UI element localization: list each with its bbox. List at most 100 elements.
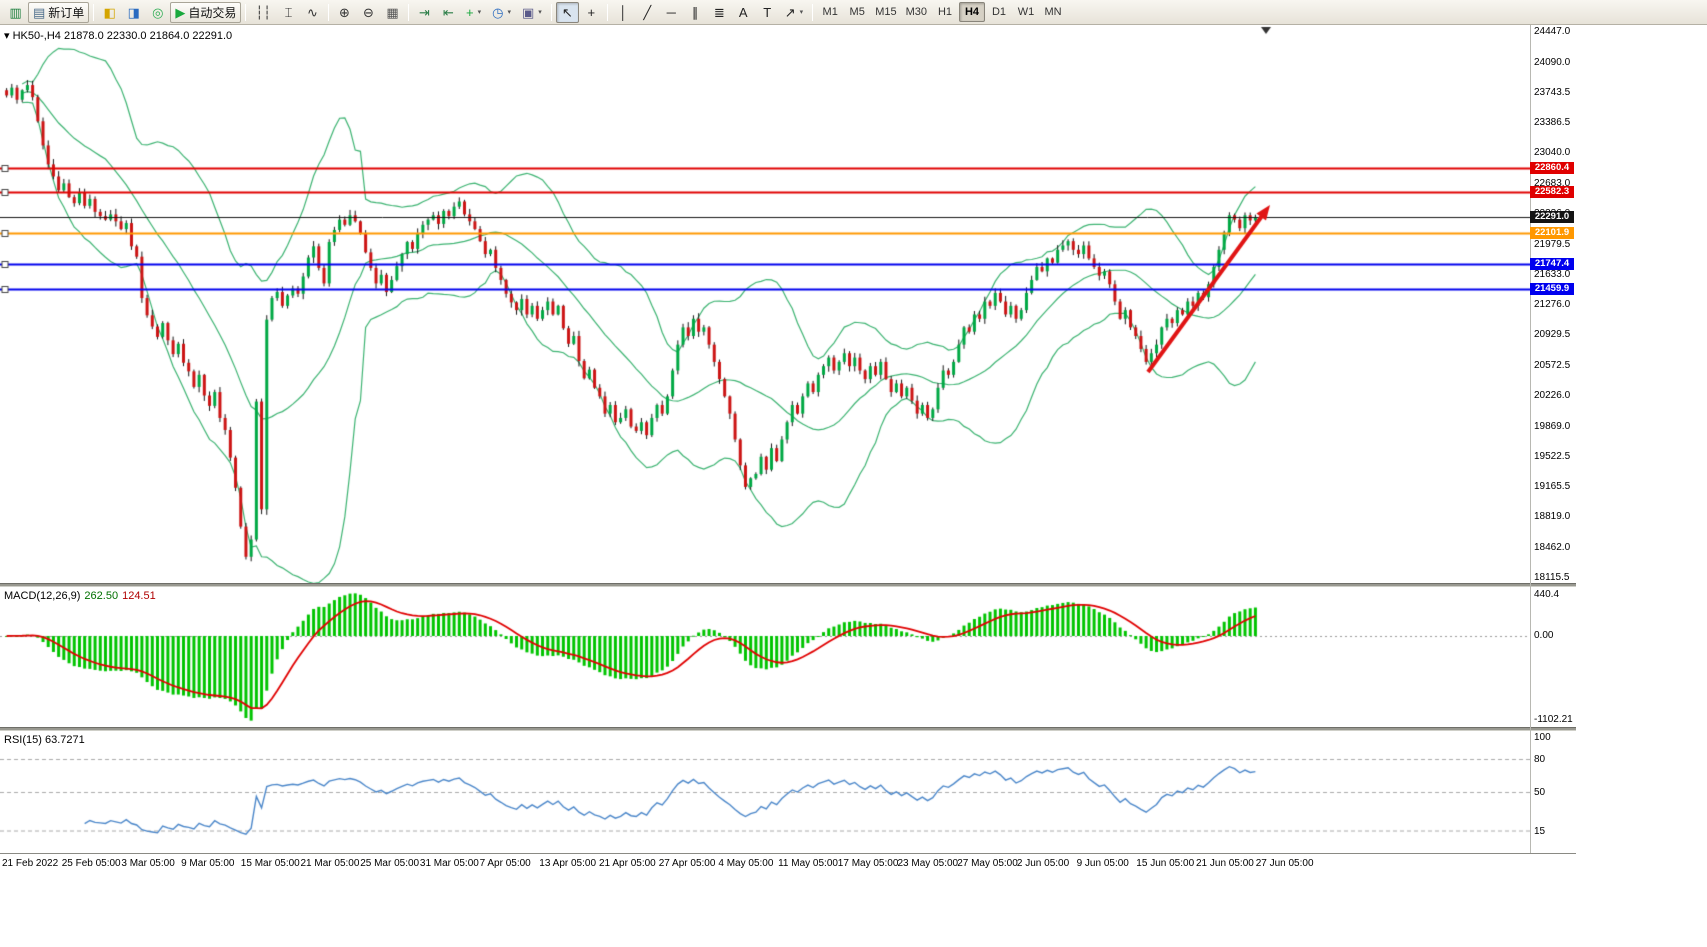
chevron-down-icon: ▾ [538, 9, 542, 16]
chart-menu-icon[interactable]: ▾ [4, 30, 10, 42]
chart-shift-icon-icon: ⇤ [443, 4, 454, 20]
template-icon[interactable]: ▣ ▾ [517, 2, 547, 23]
time-axis-label: 11 May 05:00 [778, 858, 838, 869]
toolbar-separator [812, 3, 814, 21]
macd-signal-value: 124.51 [122, 590, 156, 602]
tile-windows-icon[interactable]: ▦ [381, 2, 404, 23]
line-chart-icon-icon: ∿ [307, 4, 318, 20]
horizontal-line-tool[interactable]: ─ [660, 2, 683, 23]
new-chart-icon[interactable]: ▥ [4, 2, 27, 23]
line-chart-icon[interactable]: ∿ [301, 2, 324, 23]
price-chart-canvas[interactable] [0, 25, 1530, 583]
time-axis [0, 853, 1576, 872]
zoom-out-icon[interactable]: ⊖ [357, 2, 380, 23]
price-axis-tick: 18462.0 [1534, 542, 1571, 553]
candlestick-icon-icon: ⌶ [284, 4, 293, 20]
time-axis-label: 21 Apr 05:00 [599, 858, 656, 869]
chevron-down-icon: ▾ [799, 9, 804, 16]
timeframe-H1[interactable]: H1 [937, 6, 953, 18]
toolbar-separator [93, 3, 95, 21]
add-indicator-icon[interactable]: + ▾ [461, 2, 486, 23]
arrows-tool[interactable]: ↗ ▾ [780, 2, 808, 23]
timeframe-M15[interactable]: M15 [875, 6, 897, 18]
zoom-in-icon-icon: ⊕ [339, 4, 350, 20]
rsi-chart-canvas[interactable] [0, 731, 1530, 853]
vertical-line-tool[interactable]: │ [612, 2, 635, 23]
pane-separator[interactable] [0, 727, 1576, 731]
price-axis-tick: 22683.0 [1534, 178, 1571, 189]
period-icon[interactable]: ◷ ▾ [487, 2, 516, 23]
market-watch-icon[interactable]: ◧ [98, 2, 121, 23]
toolbar-separator [550, 3, 552, 21]
chart-shift-icon[interactable]: ⇤ [437, 2, 460, 23]
cursor-tool[interactable]: ↖ [555, 1, 579, 23]
text-tool[interactable]: A [732, 2, 755, 23]
label-icon: T [763, 4, 772, 20]
price-axis-tick: 23040.0 [1534, 147, 1571, 158]
time-axis-label: 31 Mar 05:00 [419, 858, 479, 869]
macd-chart-canvas[interactable] [0, 587, 1530, 727]
timeframe-M5[interactable]: M5 [849, 6, 865, 18]
price-axis-tick: 20572.5 [1534, 360, 1571, 371]
fibonacci-tool[interactable]: ≣ [708, 2, 731, 23]
chevron-down-icon: ▾ [507, 9, 511, 16]
navigator-icon[interactable]: ◎ [146, 2, 169, 23]
chart-title: ▾ HK50-,H4 21878.0 22330.0 21864.0 22291… [4, 29, 232, 42]
zoom-out-icon-icon: ⊖ [363, 4, 374, 20]
auto-trading-button[interactable]: ▶ 自动交易 [170, 1, 242, 23]
time-axis-label: 9 Mar 05:00 [181, 858, 235, 869]
time-axis-label: 21 Jun 05:00 [1196, 858, 1254, 869]
price-axis-tick: 21276.0 [1534, 299, 1571, 310]
auto-trading-icon: ▶ [175, 4, 186, 20]
data-window-icon[interactable]: ◨ [122, 2, 145, 23]
candlestick-icon[interactable]: ⌶ [277, 2, 300, 23]
resistance-line-1-price-label: 22860.4 [1530, 162, 1574, 174]
text-icon: A [738, 4, 748, 20]
price-axis-tick: 21633.0 [1534, 269, 1571, 280]
trendline-tool[interactable]: ╱ [636, 2, 659, 23]
tile-windows-icon-icon: ▦ [386, 4, 399, 20]
support-line-2-price-label: 21459.9 [1530, 283, 1574, 295]
time-axis-label: 27 May 05:00 [957, 858, 1018, 869]
crosshair-tool[interactable]: + [580, 2, 603, 23]
auto-scroll-icon-icon: ⇥ [419, 4, 430, 20]
price-axis-tick: 20226.0 [1534, 390, 1571, 401]
timeframe-MN[interactable]: MN [1044, 6, 1062, 18]
chevron-down-icon: ▾ [477, 9, 482, 16]
rsi-indicator-label: RSI(15) 63.7271 [4, 734, 85, 746]
rsi-axis-level: 15 [1534, 826, 1546, 837]
timeframe-H4[interactable]: H4 [959, 2, 985, 22]
bar-chart-icon-icon: ┆┆ [255, 4, 271, 20]
label-tool[interactable]: T [756, 2, 779, 23]
equidistant-channel-icon: ∥ [692, 4, 699, 20]
macd-indicator-label: MACD(12,26,9) 262.50 124.51 [4, 590, 156, 602]
time-axis-label: 13 Apr 05:00 [539, 858, 597, 869]
new-order-button[interactable]: ▤ 新订单 [28, 1, 90, 23]
zoom-in-icon[interactable]: ⊕ [333, 2, 356, 23]
bar-chart-icon[interactable]: ┆┆ [250, 2, 276, 23]
time-axis-label: 25 Feb 05:00 [61, 858, 121, 869]
new-order-icon: ▤ [33, 4, 46, 20]
price-axis-tick: 19165.5 [1534, 481, 1571, 492]
support-line-1-price-label: 21747.4 [1530, 258, 1574, 270]
timeframe-M1[interactable]: M1 [822, 6, 838, 18]
timeframe-W1[interactable]: W1 [1017, 6, 1035, 18]
pane-separator[interactable] [0, 583, 1576, 587]
equidistant-channel-tool[interactable]: ∥ [684, 2, 707, 23]
macd-axis-max: 440.4 [1534, 589, 1560, 600]
price-axis-tick: 24447.0 [1534, 26, 1571, 37]
toolbar-separator [245, 3, 247, 21]
macd-axis-zero: 0.00 [1534, 630, 1554, 641]
toolbar-separator [327, 3, 329, 21]
price-axis-tick: 24090.0 [1534, 57, 1571, 68]
timeframe-D1[interactable]: D1 [991, 6, 1007, 18]
horizontal-line-icon: ─ [666, 4, 676, 20]
timeframe-M30[interactable]: M30 [905, 6, 927, 18]
rsi-name: RSI(15) [4, 734, 42, 746]
time-axis-label: 21 Mar 05:00 [300, 858, 360, 869]
auto-scroll-icon[interactable]: ⇥ [413, 2, 436, 23]
rsi-value: 63.7271 [44, 734, 85, 746]
crosshair-icon: + [587, 4, 596, 20]
time-axis-label: 17 May 05:00 [837, 858, 899, 869]
